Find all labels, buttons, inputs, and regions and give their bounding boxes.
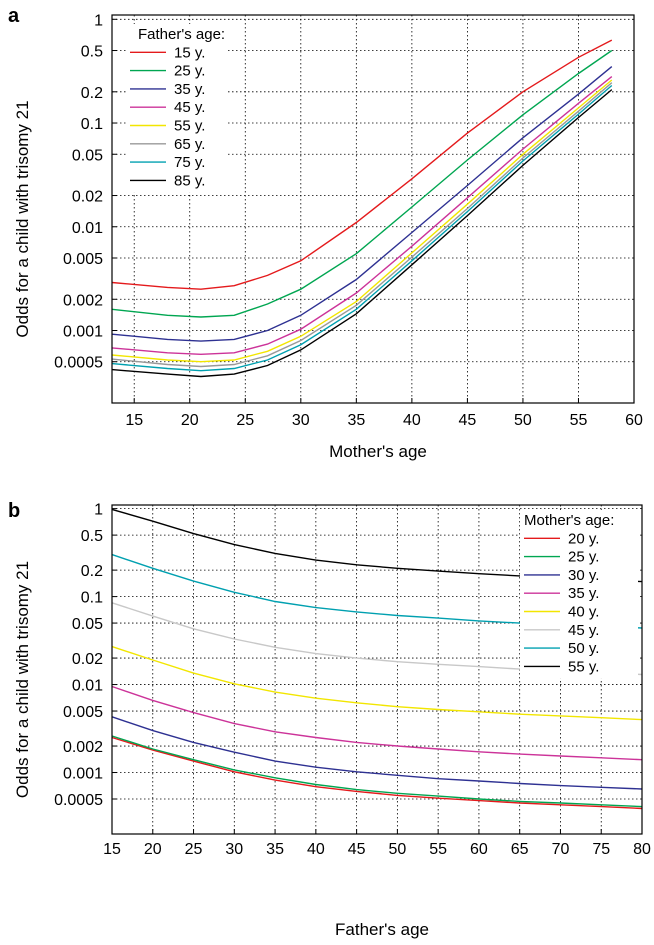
plot-frame (111, 504, 643, 835)
x-tick-label: 60 (625, 412, 643, 429)
legend: Father's age:15 y. 25 y.35 y.45 y. 55 y.65… (126, 24, 228, 193)
panel-label: b (8, 500, 20, 522)
x-tick-label: 50 (514, 412, 532, 429)
legend-entry-label: 65 y. (174, 136, 205, 153)
x-tick-label: 45 (348, 841, 366, 858)
series-line-25y (111, 49, 613, 318)
y-tick-label: 0.02 (72, 189, 103, 206)
y-tick-label: 0.01 (72, 220, 103, 237)
series-line-25y (111, 735, 643, 808)
x-tick-label: 35 (266, 841, 284, 858)
plot-frame (111, 14, 635, 404)
x-tick-label: 40 (307, 841, 325, 858)
series-line-15y (111, 39, 613, 290)
legend-title: Mother's age: (524, 512, 614, 529)
x-axis-title: Father's age (335, 920, 429, 939)
y-tick-label: 1 (94, 502, 103, 519)
legend-entry-label: 35 y. (174, 81, 205, 98)
x-tick-label: 80 (633, 841, 651, 858)
y-tick-label: 0.001 (63, 323, 103, 340)
x-tick-label: 55 (429, 841, 447, 858)
y-tick-label: 0.05 (72, 147, 103, 164)
y-tick-label: 0.001 (63, 766, 103, 783)
series-line-65y (111, 82, 613, 368)
y-tick-label: 0.005 (63, 251, 103, 268)
legend: Mother's age:20 y. 25 y.30 y.35 y. 40 y.45… (520, 510, 638, 679)
series-line-85y (111, 89, 613, 378)
y-tick-label: 0.1 (81, 116, 103, 133)
legend-entry-label: 45 y. (174, 99, 205, 116)
legend-entry-label: 75 y. (174, 154, 205, 171)
y-tick-label: 0.02 (72, 651, 103, 668)
legend-entry-label: 85 y. (174, 172, 205, 189)
x-tick-label: 15 (103, 841, 121, 858)
legend-entry-label: 50 y. (568, 640, 599, 657)
series-line-75y (111, 84, 613, 372)
x-tick-label: 40 (403, 412, 421, 429)
y-tick-label: 0.0005 (54, 792, 103, 809)
series-line-55y (111, 79, 613, 363)
legend-title: Father's age: (138, 26, 225, 43)
series-line-35y (111, 685, 643, 761)
x-tick-label: 60 (470, 841, 488, 858)
x-tick-label: 50 (388, 841, 406, 858)
legend-entry-label: 45 y. (568, 622, 599, 639)
legend-entry-label: 25 y. (174, 63, 205, 80)
x-tick-label: 65 (511, 841, 529, 858)
x-tick-label: 70 (552, 841, 570, 858)
legend-entry-label: 40 y. (568, 604, 599, 621)
legend-entry-label: 20 y. (568, 530, 599, 547)
legend-entry-label: 55 y. (568, 658, 599, 675)
y-tick-label: 0.5 (81, 44, 103, 61)
y-tick-label: 0.5 (81, 528, 103, 545)
y-tick-label: 0.1 (81, 590, 103, 607)
x-axis-title: Mother's age (329, 442, 427, 461)
series-line-35y (111, 66, 613, 342)
y-axis-title: Odds for a child with trisomy 21 (13, 561, 32, 798)
x-tick-label: 20 (181, 412, 199, 429)
x-tick-label: 35 (347, 412, 365, 429)
chart-panel-b: 15 20 25 30 35 40 45 50 55 60 65 70 75 80 1 0.5 0.2 0.1 0.… (8, 500, 651, 939)
y-tick-label: 0.01 (72, 678, 103, 695)
x-tick-label: 30 (292, 412, 310, 429)
y-tick-label: 0.002 (63, 292, 103, 309)
series-line-45y (111, 76, 613, 356)
x-tick-label: 30 (225, 841, 243, 858)
x-tick-label: 15 (125, 412, 143, 429)
chart-panel-a: 15 20 25 30 35 40 45 50 55 60 1 0.5 0.2 0.1 0.05 0.02 0.… (8, 5, 643, 461)
y-tick-label: 0.002 (63, 739, 103, 756)
y-tick-label: 0.0005 (54, 355, 103, 372)
y-tick-label: 0.2 (81, 563, 103, 580)
x-tick-label: 25 (185, 841, 203, 858)
y-tick-label: 0.05 (72, 616, 103, 633)
y-tick-label: 1 (94, 12, 103, 29)
y-tick-label: 0.005 (63, 704, 103, 721)
y-tick-label: 0.2 (81, 85, 103, 102)
legend-entry-label: 35 y. (568, 585, 599, 602)
x-tick-label: 55 (570, 412, 588, 429)
series-line-40y (111, 645, 643, 721)
x-tick-label: 45 (459, 412, 477, 429)
legend-entry-label: 55 y. (174, 118, 205, 135)
legend-entry-label: 15 y. (174, 44, 205, 61)
panel-label: a (8, 5, 20, 27)
legend-entry-label: 30 y. (568, 567, 599, 584)
y-axis-title: Odds for a child with trisomy 21 (13, 100, 32, 337)
legend-entry-label: 25 y. (568, 549, 599, 566)
x-tick-label: 20 (144, 841, 162, 858)
series-line-20y (111, 736, 643, 810)
series-line-30y (111, 716, 643, 790)
x-tick-label: 25 (236, 412, 254, 429)
x-tick-label: 75 (592, 841, 610, 858)
